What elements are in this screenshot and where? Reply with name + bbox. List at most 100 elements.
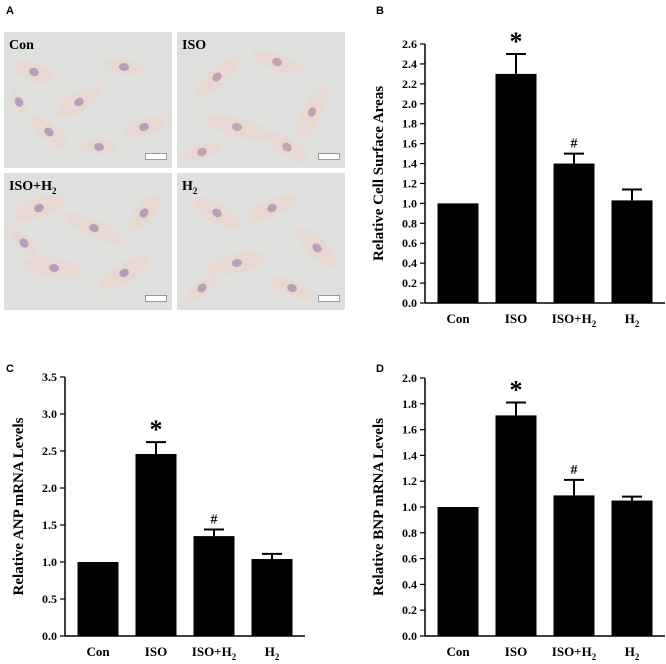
- x-tick-label: ISO: [505, 644, 527, 659]
- x-tick-label: ISO+H2: [552, 644, 597, 662]
- cell-nucleus: [197, 283, 207, 293]
- x-tick-label: Con: [86, 644, 110, 659]
- y-tick-label: 1.6: [402, 137, 417, 151]
- y-tick-label: 1.2: [402, 176, 417, 190]
- cell-nucleus: [119, 62, 129, 72]
- micrograph-cells: [186, 193, 337, 302]
- bar: [495, 73, 537, 303]
- cell-nucleus: [119, 268, 129, 278]
- y-tick-label: 1.0: [402, 196, 417, 210]
- scale-bar: [145, 153, 167, 160]
- significance-asterisk: *: [510, 376, 523, 405]
- y-tick-label: 1.8: [402, 117, 417, 131]
- cell-nucleus: [232, 122, 242, 132]
- scale-bar: [318, 295, 340, 302]
- bar: [495, 415, 537, 636]
- bar: [553, 495, 595, 636]
- significance-hash: #: [571, 137, 578, 152]
- chart-relative-anp-mrna-levels: 0.0 0.5 1.0 1.5 2.0 2.5 3.0 3.5 Relative ANP mRN…: [11, 370, 305, 662]
- panel-letter-d: D: [376, 363, 384, 375]
- bar: [553, 163, 595, 303]
- bar: [437, 203, 479, 303]
- y-tick-label: 0.0: [402, 629, 417, 643]
- y-tick-label: 0.8: [402, 216, 417, 230]
- cell-nucleus: [197, 147, 207, 157]
- cell-nucleus: [49, 263, 59, 273]
- cell-nucleus: [312, 243, 322, 253]
- bar: [193, 536, 235, 636]
- micrograph-label-h2: H2: [182, 179, 198, 196]
- cell-nucleus: [139, 122, 149, 132]
- x-tick-label: ISO: [505, 311, 527, 326]
- significance-asterisk: *: [150, 415, 163, 444]
- y-tick-label: 1.2: [402, 474, 417, 488]
- y-tick-label: 0.2: [402, 276, 417, 290]
- chart-relative-cell-surface-areas: 0.0 0.2 0.4 0.6 0.8 1.0 1.2 1.4 1.6 1.8 2.0 2.2 2.4 2…: [371, 27, 665, 329]
- cell-nucleus: [14, 97, 24, 107]
- cell-nucleus: [34, 203, 44, 213]
- micrograph-grid: Con ISO ISO+H2 H2: [4, 32, 345, 310]
- y-tick-label: 2.6: [402, 37, 417, 51]
- y-tick-label: 1.8: [402, 397, 417, 411]
- micrograph-h2: H2: [177, 173, 345, 310]
- bar: [135, 453, 177, 636]
- y-tick-label: 2.0: [402, 371, 417, 385]
- y-tick-label: 1.6: [402, 423, 417, 437]
- y-tick-label: 1.0: [42, 555, 57, 569]
- bar: [611, 500, 653, 636]
- y-tick-label: 1.4: [402, 157, 417, 171]
- cell-nucleus: [139, 208, 149, 218]
- cell-nucleus: [94, 142, 104, 152]
- y-tick-label: 1.5: [42, 518, 57, 532]
- cell-nucleus: [232, 258, 242, 268]
- y-tick-label: 1.4: [402, 448, 417, 462]
- micrograph-label-con: Con: [9, 38, 34, 53]
- y-tick-label: 0.8: [402, 526, 417, 540]
- micrograph-label-iso-h2: ISO+H2: [9, 179, 57, 196]
- micrograph-cells: [10, 193, 161, 291]
- bar: [77, 562, 119, 636]
- y-tick-label: 2.5: [42, 444, 57, 458]
- micrograph-cells: [183, 49, 330, 164]
- cell-nucleus: [287, 283, 297, 293]
- cell-nucleus: [282, 142, 292, 152]
- bar: [611, 200, 653, 303]
- significance-asterisk: *: [510, 27, 523, 56]
- y-tick-label: 1.0: [402, 500, 417, 514]
- cell-nucleus: [272, 57, 282, 67]
- cell-nucleus: [212, 208, 222, 218]
- cell-nucleus: [74, 97, 84, 107]
- y-tick-label: 2.2: [402, 77, 417, 91]
- y-tick-label: 2.0: [402, 97, 417, 111]
- x-tick-label: ISO+H2: [192, 644, 237, 662]
- y-axis-label: Relative ANP mRNA Levels: [11, 417, 27, 595]
- micrograph-iso-h2: ISO+H2: [4, 173, 172, 310]
- significance-hash: #: [571, 463, 578, 478]
- micrograph-con: Con: [4, 32, 172, 168]
- y-tick-label: 0.2: [402, 603, 417, 617]
- y-tick-label: 3.5: [42, 370, 57, 384]
- x-tick-label: H2: [265, 644, 280, 662]
- y-tick-label: 0.6: [402, 552, 417, 566]
- y-tick-label: 3.0: [42, 407, 57, 421]
- x-tick-label: ISO: [145, 644, 167, 659]
- y-axis-label: Relative Cell Surface Areas: [371, 86, 387, 261]
- y-tick-label: 2.4: [402, 57, 417, 71]
- bar: [437, 507, 479, 636]
- y-tick-label: 0.6: [402, 236, 417, 250]
- micrograph-iso: ISO: [177, 32, 345, 168]
- cell-nucleus: [89, 223, 99, 233]
- y-tick-label: 0.4: [402, 577, 417, 591]
- cell-nucleus: [212, 72, 222, 82]
- y-tick-label: 2.0: [42, 481, 57, 495]
- x-tick-label: Con: [446, 311, 470, 326]
- micrograph-cells: [10, 58, 166, 155]
- chart-relative-bnp-mrna-levels: 0.0 0.2 0.4 0.6 0.8 1.0 1.2 1.4 1.6 1.8 2.0 Relativ…: [371, 371, 665, 662]
- scale-bar: [318, 153, 340, 160]
- x-tick-label: H2: [625, 311, 640, 329]
- y-tick-label: 0.5: [42, 592, 57, 606]
- y-tick-label: 0.4: [402, 256, 417, 270]
- cell-nucleus: [307, 107, 317, 117]
- cell-nucleus: [19, 238, 29, 248]
- cell-nucleus: [29, 67, 39, 77]
